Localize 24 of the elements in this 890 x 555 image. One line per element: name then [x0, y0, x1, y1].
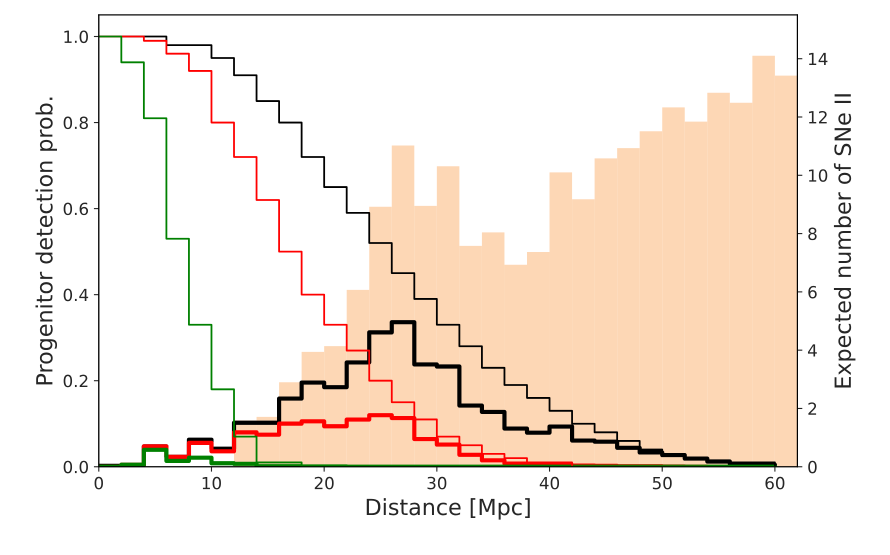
x-tick-label: 40 [540, 476, 560, 490]
y-tick-label: 0.0 [64, 460, 88, 474]
y-tick-label: 0.4 [64, 288, 88, 302]
x-tick-label: 0 [94, 476, 103, 490]
y-tick-label: 1.0 [64, 30, 88, 44]
y-tick-label: 0.2 [64, 374, 88, 388]
y2-tick-label: 8 [808, 228, 817, 240]
x-tick-label: 30 [428, 476, 446, 490]
x-tick-label: 10 [202, 476, 221, 490]
y2-tick-label: 4 [808, 344, 817, 356]
x-tick-label: 50 [652, 476, 672, 490]
x-tick-label: 20 [314, 476, 334, 490]
y2-tick-label: 10 [808, 169, 828, 182]
y-tick-label: 0.6 [64, 202, 88, 216]
y2-tick-label: 2 [808, 402, 816, 415]
y2-tick-label: 6 [808, 286, 817, 298]
y2-axis-title: Expected number of SNe II [834, 94, 856, 388]
y-tick-label: 0.8 [64, 116, 88, 130]
y-axis-title: Progenitor detection prob. [36, 98, 58, 384]
y2-tick-label: 14 [808, 52, 828, 66]
y2-tick-label: 0 [808, 460, 817, 474]
x-axis-title: Distance [Mpc] [366, 498, 530, 520]
x-tick-label: 60 [765, 476, 784, 490]
y2-tick-label: 12 [808, 110, 827, 124]
